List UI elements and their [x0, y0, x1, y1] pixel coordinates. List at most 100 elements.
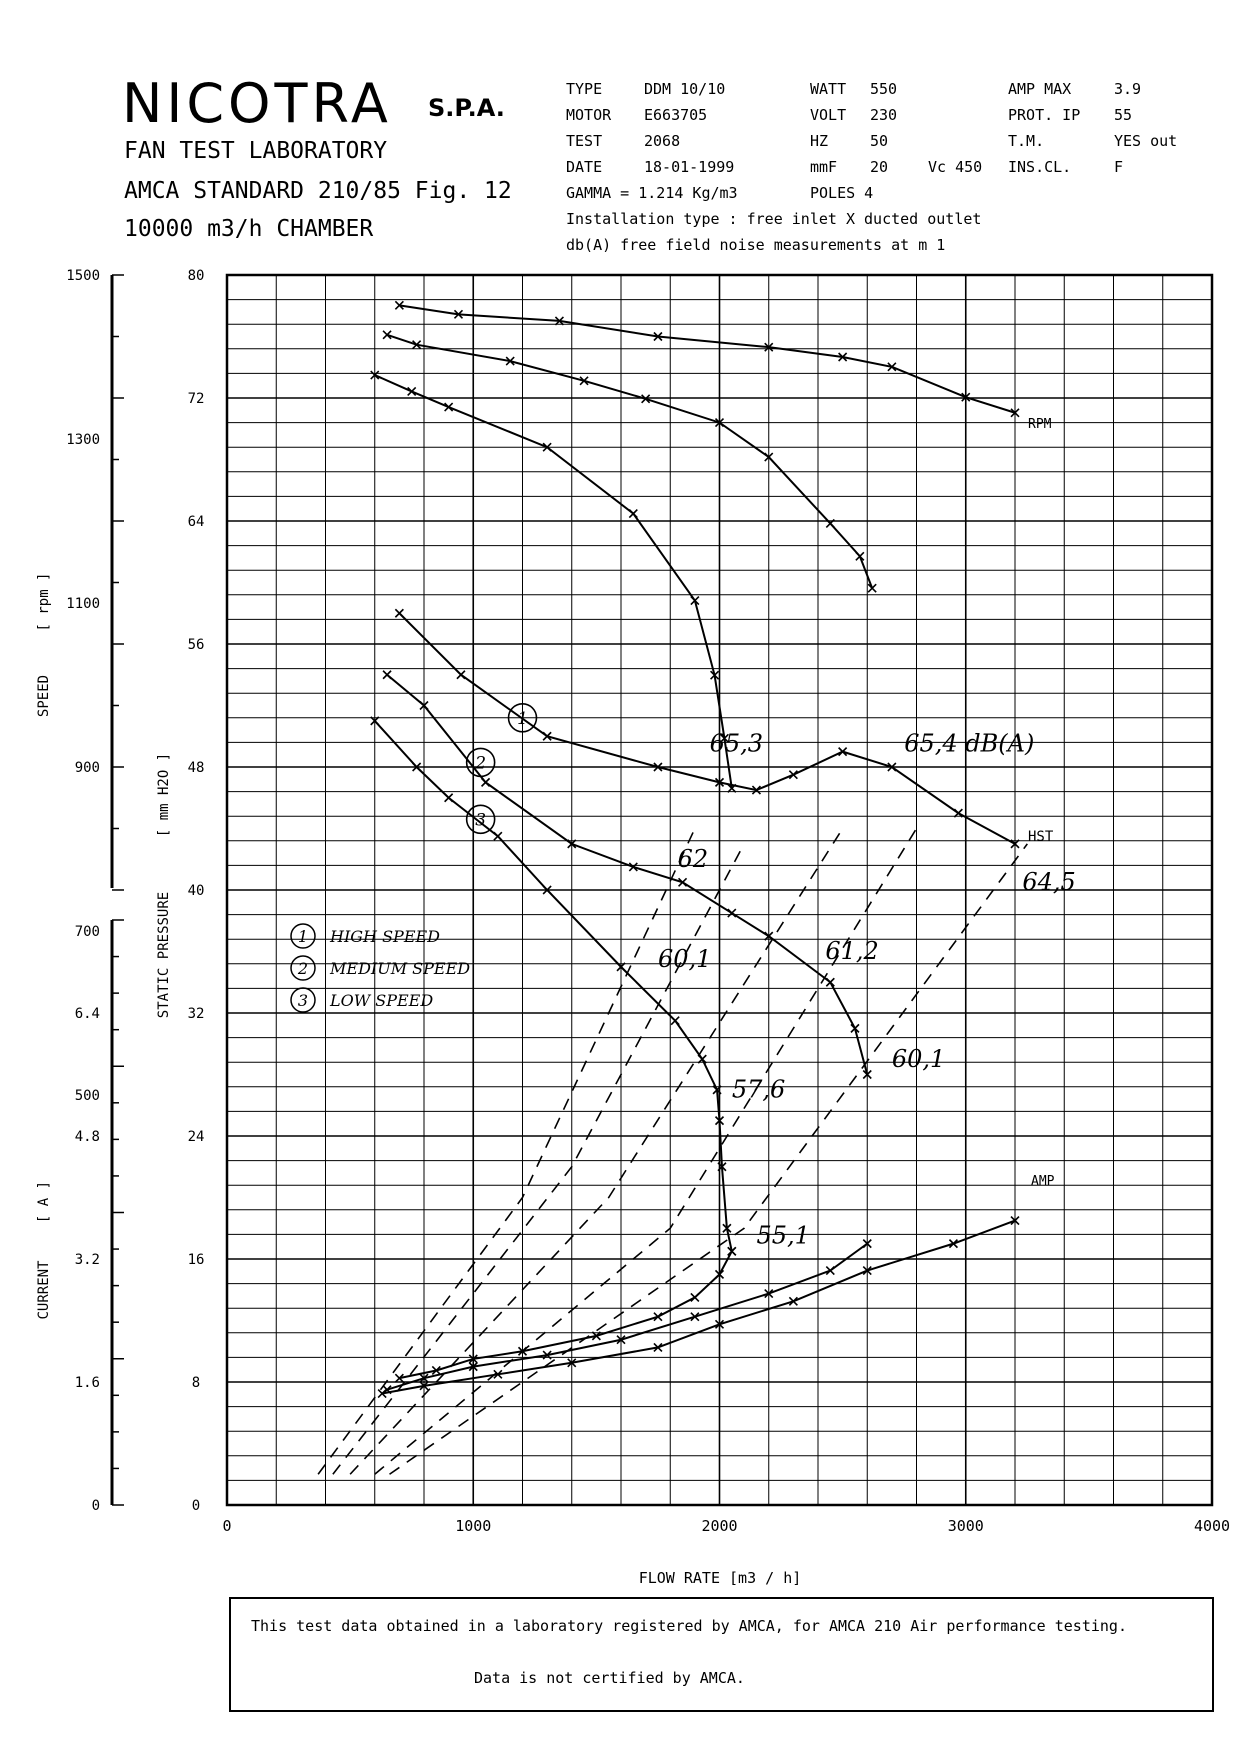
data-point [697, 1054, 707, 1064]
legend-text: HIGH SPEED [329, 927, 440, 946]
curve-number: 3 [475, 810, 486, 830]
data-point [370, 716, 380, 726]
amp-label: AMP [1031, 1174, 1055, 1189]
data-point [722, 1223, 732, 1233]
x-axis-label: FLOW RATE [m3 / h] [639, 1569, 802, 1587]
data-point [407, 386, 417, 397]
data-point [493, 831, 503, 841]
speed-axis-label: SPEED [36, 675, 52, 717]
data-point [714, 418, 725, 428]
legend-number: 2 [297, 959, 308, 978]
data-point [542, 885, 552, 895]
spec-muf-value: 20 [870, 158, 889, 176]
data-point [714, 777, 725, 787]
data-point [517, 1346, 528, 1356]
spec-inscl-label: INS.CL. [1008, 158, 1072, 176]
data-point [616, 962, 626, 972]
pressure-tick-label: 8 [192, 1375, 200, 1391]
system-line [332, 843, 745, 1475]
data-point [431, 1365, 441, 1376]
data-point [456, 670, 466, 680]
data-point [867, 583, 877, 593]
certification-note: This test data obtained in a laboratory … [229, 1597, 1214, 1712]
series-line [386, 333, 874, 589]
data-point [468, 1354, 478, 1364]
data-point [419, 700, 429, 711]
spec-hz-value: 50 [870, 132, 889, 150]
x-tick-label: 1000 [455, 1517, 491, 1535]
data-point [727, 908, 737, 918]
data-point [579, 376, 589, 386]
system-line [374, 828, 918, 1475]
data-point [444, 793, 454, 803]
x-tick-label: 4000 [1194, 1517, 1230, 1535]
data-point [764, 452, 774, 462]
spec-date-value: 18-01-1999 [644, 158, 735, 176]
spec-motor-label: MOTOR [566, 106, 612, 124]
data-point [412, 340, 422, 350]
data-point [825, 518, 835, 529]
header-line-2: AMCA STANDARD 210/85 Fig. 12 [124, 178, 512, 204]
data-point [953, 808, 963, 818]
data-point [764, 1289, 774, 1299]
speed-tick-label: 1500 [66, 268, 100, 284]
data-point [419, 1373, 429, 1383]
spec-test-value: 2068 [644, 132, 681, 150]
data-point [554, 316, 565, 326]
data-point [653, 331, 663, 342]
legend-number: 1 [298, 927, 308, 946]
data-point [714, 1116, 725, 1126]
data-point [480, 777, 491, 787]
data-point [751, 785, 762, 795]
spec-motor-value: E663705 [644, 106, 708, 124]
x-tick-label: 0 [222, 1517, 231, 1535]
data-point [690, 1292, 700, 1303]
current-tick-label: 6.4 [75, 1006, 100, 1022]
data-point [727, 1246, 737, 1256]
legend-circle [290, 955, 316, 981]
data-point [825, 1265, 835, 1276]
data-point [419, 1381, 429, 1391]
series-line [374, 374, 733, 789]
speed-axis-unit: [ rpm ] [36, 572, 52, 631]
data-point [628, 509, 638, 519]
x-tick-label: 3000 [948, 1517, 984, 1535]
data-point [616, 1335, 626, 1345]
curve-number: 1 [517, 709, 528, 729]
spec-prot-label: PROT. IP [1008, 106, 1081, 124]
current-axis-unit: [ A ] [36, 1181, 52, 1223]
data-point [493, 1369, 503, 1379]
series-line [386, 1242, 868, 1391]
note-line-2: Data is not certified by AMCA. [474, 1669, 745, 1687]
data-point [1010, 839, 1020, 849]
curves [370, 300, 1020, 1399]
curve-number: 2 [474, 753, 486, 773]
data-point [948, 1239, 959, 1249]
db-annotation: 64,5 [1022, 868, 1075, 896]
spec-test-label: TEST [566, 132, 603, 150]
data-point [714, 1319, 725, 1329]
data-point [444, 402, 454, 412]
rpm-label: RPM [1028, 417, 1052, 432]
data-point [788, 1296, 798, 1306]
db-annotation: 60,1 [658, 945, 711, 973]
series-line [381, 1219, 1016, 1395]
curve-number-circle [465, 804, 496, 835]
curve-number-circle [507, 702, 538, 733]
system-line [349, 828, 844, 1475]
data-point [670, 1016, 680, 1026]
db-annotation: 60,1 [892, 1045, 945, 1073]
system-line [317, 828, 696, 1475]
data-point [370, 370, 380, 380]
spec-volt-value: 230 [870, 106, 898, 124]
data-point [862, 1265, 872, 1276]
current-axis-label: CURRENT [36, 1260, 52, 1320]
spec-inscl-value: F [1114, 158, 1124, 176]
current-tick-label: 0 [92, 1498, 100, 1514]
spec-install: Installation type : free inlet X ducted … [566, 210, 982, 228]
data-point [788, 770, 798, 780]
data-point [764, 342, 774, 352]
pressure-axis-label: STATIC PRESSURE [156, 892, 172, 1018]
data-point [382, 670, 392, 680]
